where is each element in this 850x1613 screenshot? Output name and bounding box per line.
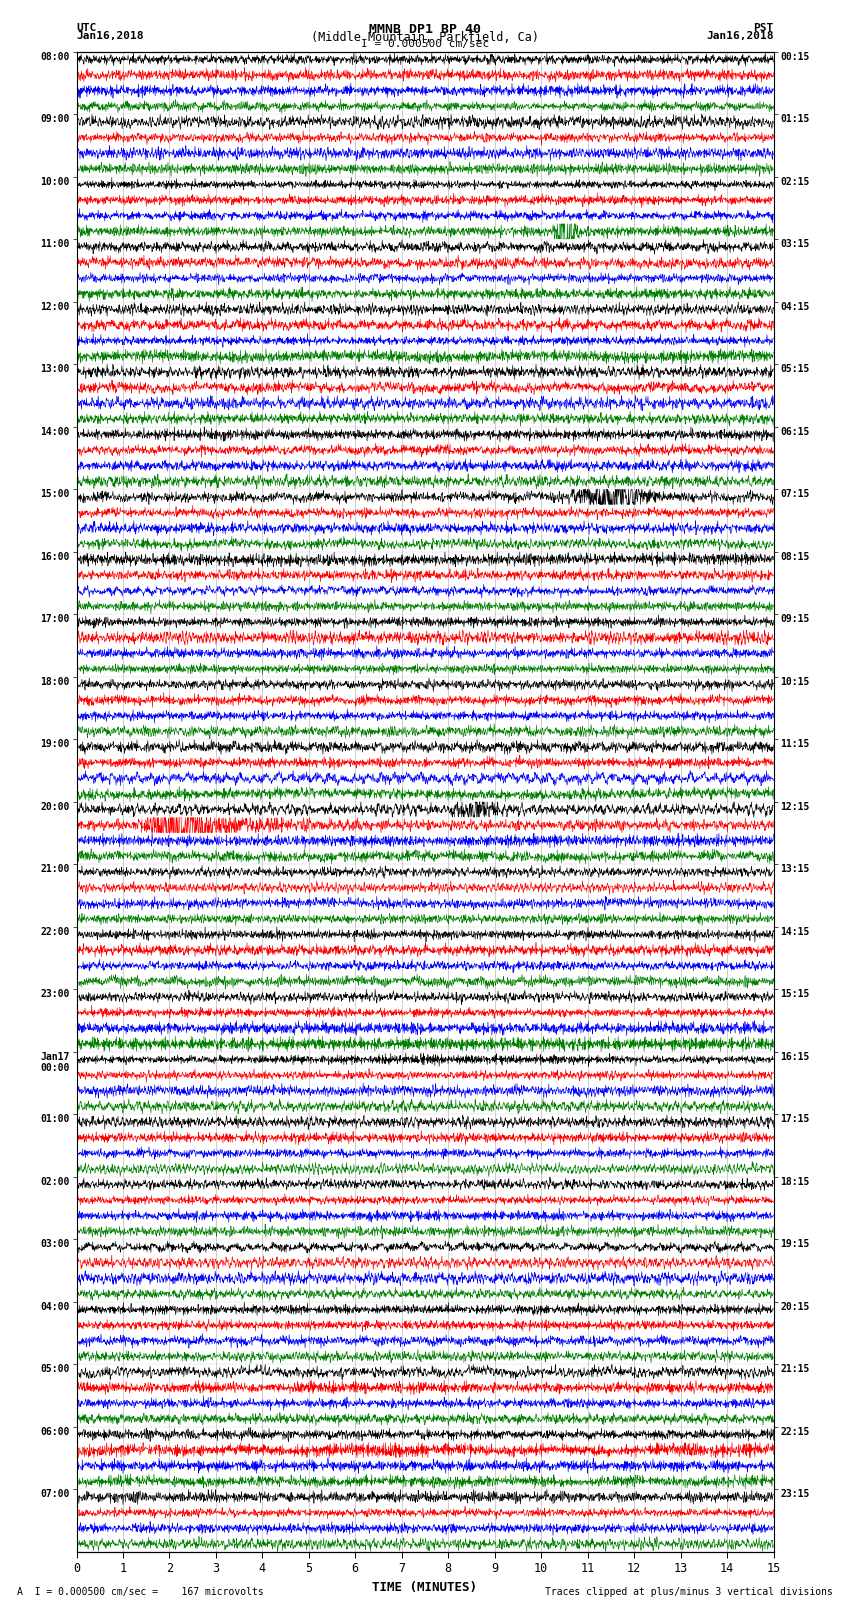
Text: (Middle Mountain, Parkfield, Ca): (Middle Mountain, Parkfield, Ca) xyxy=(311,31,539,44)
Text: Traces clipped at plus/minus 3 vertical divisions: Traces clipped at plus/minus 3 vertical … xyxy=(545,1587,833,1597)
Text: UTC: UTC xyxy=(76,24,97,34)
Text: Jan16,2018: Jan16,2018 xyxy=(76,31,144,40)
Text: A  I = 0.000500 cm/sec =    167 microvolts: A I = 0.000500 cm/sec = 167 microvolts xyxy=(17,1587,264,1597)
Text: I = 0.000500 cm/sec: I = 0.000500 cm/sec xyxy=(361,39,489,48)
Text: Jan16,2018: Jan16,2018 xyxy=(706,31,774,40)
Text: PST: PST xyxy=(753,24,774,34)
X-axis label: TIME (MINUTES): TIME (MINUTES) xyxy=(372,1581,478,1594)
Text: MMNB DP1 BP 40: MMNB DP1 BP 40 xyxy=(369,24,481,37)
